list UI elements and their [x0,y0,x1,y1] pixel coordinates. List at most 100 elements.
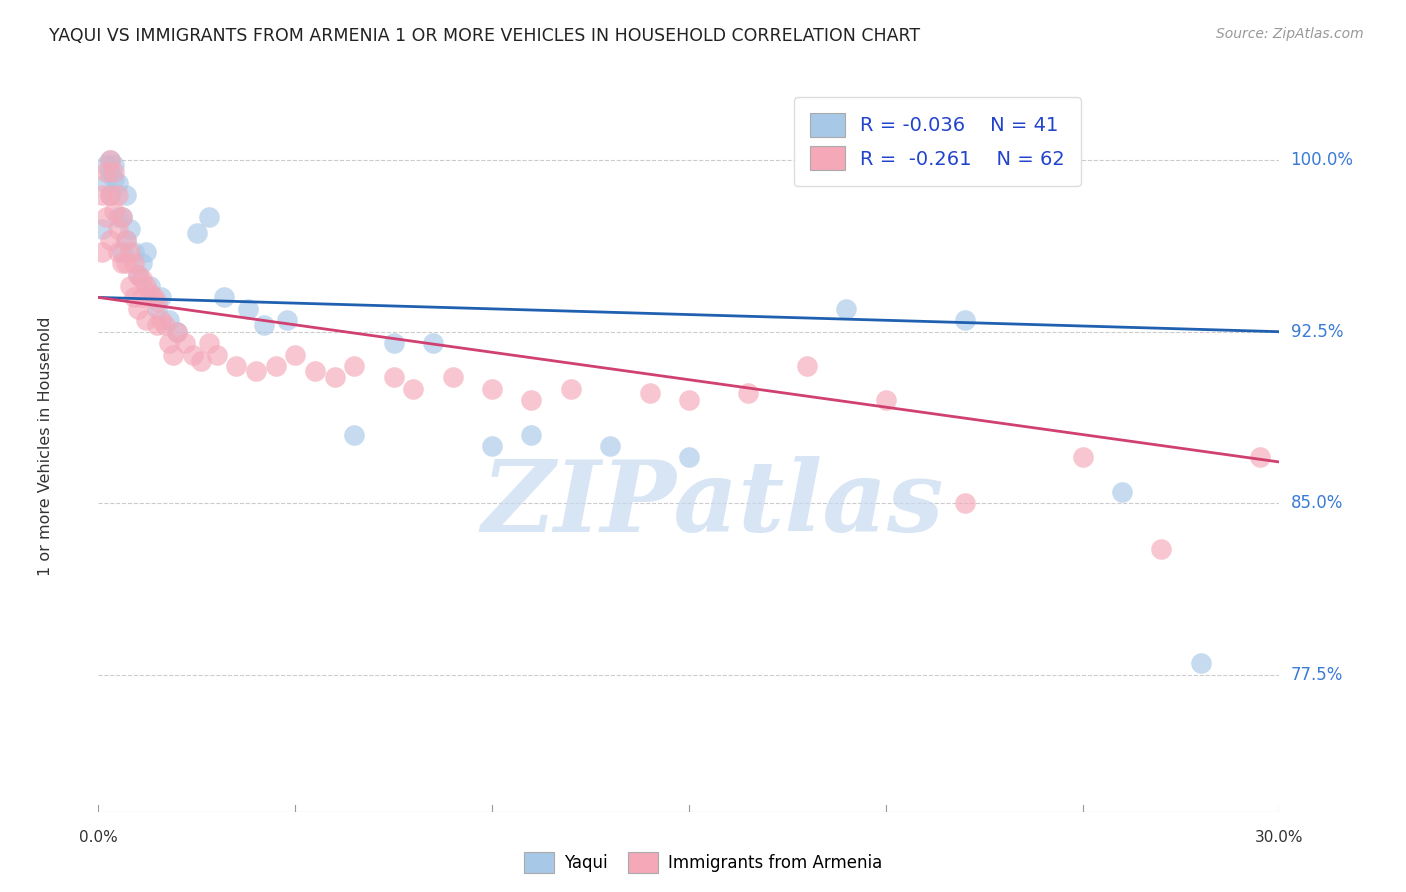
Point [98,187,121,202]
Point [103,203,125,218]
Point [166,325,188,339]
Point [118,222,141,236]
Point [678,393,700,408]
Point [91,244,114,259]
Point [115,187,138,202]
Point [135,279,157,293]
Point [796,359,818,373]
Point [138,279,160,293]
Text: YAQUI VS IMMIGRANTS FROM ARMENIA 1 OR MORE VEHICLES IN HOUSEHOLD CORRELATION CHA: YAQUI VS IMMIGRANTS FROM ARMENIA 1 OR MO… [49,27,921,45]
Point [103,158,125,172]
Point [107,187,129,202]
Text: 100.0%: 100.0% [1291,152,1354,169]
Point [276,313,298,327]
Point [111,256,134,270]
Point [1111,484,1133,499]
Point [96,211,118,225]
Point [96,158,118,172]
Point [122,290,145,304]
Point [162,347,184,362]
Point [835,301,858,316]
Text: 77.5%: 77.5% [1291,665,1343,683]
Point [115,233,138,247]
Point [98,153,121,168]
Point [118,244,141,259]
Point [115,256,138,270]
Point [98,187,121,202]
Point [953,313,976,327]
Point [91,187,114,202]
Point [1249,450,1271,465]
Point [422,336,444,351]
Point [98,164,121,178]
Text: ZIPatlas: ZIPatlas [481,457,943,553]
Point [236,301,259,316]
Point [146,301,169,316]
Point [131,272,153,286]
Point [107,176,129,190]
Point [343,359,366,373]
Point [127,301,149,316]
Point [150,313,173,327]
Point [115,233,138,247]
Point [146,295,169,310]
Point [599,439,621,453]
Point [197,336,219,351]
Point [155,318,177,332]
Point [98,153,121,168]
Point [122,256,145,270]
Point [225,359,247,373]
Point [142,290,165,304]
Point [118,279,141,293]
Point [441,370,464,384]
Text: 85.0%: 85.0% [1291,494,1343,512]
Point [181,347,204,362]
Point [284,347,307,362]
Point [214,290,236,304]
Point [111,211,134,225]
Point [146,318,169,332]
Point [111,244,134,259]
Point [520,427,543,442]
Point [402,382,425,396]
Point [245,363,267,377]
Point [520,393,543,408]
Text: 30.0%: 30.0% [1256,830,1303,845]
Point [1071,450,1094,465]
Point [304,363,326,377]
Point [107,222,129,236]
Point [127,268,149,282]
Point [205,347,228,362]
Point [1189,656,1212,670]
Point [323,370,346,384]
Point [174,336,197,351]
Point [560,382,582,396]
Point [343,427,366,442]
Point [157,336,180,351]
Point [190,354,212,368]
Point [135,244,157,259]
Point [197,211,219,225]
Point [150,290,173,304]
Point [382,370,405,384]
Point [131,290,153,304]
Point [135,313,157,327]
Point [96,164,118,178]
Text: Source: ZipAtlas.com: Source: ZipAtlas.com [1216,27,1364,41]
Legend: R = -0.036    N = 41, R =  -0.261    N = 62: R = -0.036 N = 41, R = -0.261 N = 62 [794,97,1081,186]
Point [638,386,661,401]
Point [253,318,276,332]
Point [481,382,503,396]
Point [111,211,134,225]
Point [678,450,700,465]
Point [382,336,405,351]
Point [875,393,897,408]
Text: 92.5%: 92.5% [1291,323,1343,341]
Point [264,359,287,373]
Point [103,171,125,186]
Point [166,325,188,339]
Point [98,233,121,247]
Point [157,313,180,327]
Point [481,439,503,453]
Point [1150,541,1173,556]
